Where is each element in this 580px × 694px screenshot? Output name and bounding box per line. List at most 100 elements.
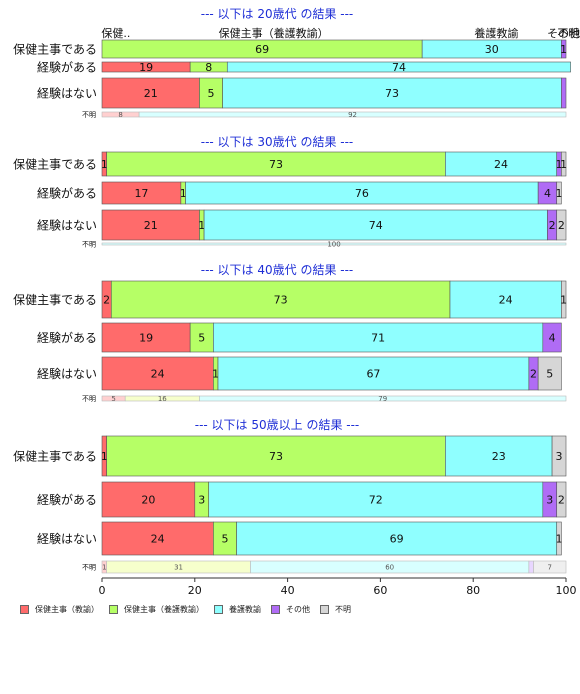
bar-segment (528, 560, 534, 574)
bar-segment (106, 151, 446, 177)
data-label: 60 (385, 564, 394, 572)
data-label: 2 (549, 219, 556, 232)
data-label: 2 (558, 493, 565, 506)
bar-segment (556, 181, 562, 205)
header-label: 保健主事（養護教諭） (219, 26, 329, 40)
data-label: 16 (158, 395, 167, 403)
data-label: 1 (180, 187, 187, 200)
bar-segment (445, 435, 553, 477)
data-label: 1 (101, 450, 108, 463)
data-label: 72 (369, 493, 383, 506)
row-label: 保健主事である (13, 43, 97, 57)
legend-label: 保健主事（教諭） (35, 604, 99, 614)
data-label: 73 (269, 158, 283, 171)
legend-label: 保健主事（養護教諭） (124, 604, 204, 614)
data-label: 1 (101, 158, 108, 171)
row-label: 経験はない (37, 218, 97, 233)
data-label: 1 (556, 158, 563, 171)
data-label: 71 (371, 331, 385, 344)
x-tick-label: 0 (99, 584, 106, 597)
x-tick-label: 20 (188, 584, 202, 597)
bar-segment (106, 435, 446, 477)
data-label: 8 (205, 61, 212, 74)
data-label: 1 (102, 564, 106, 572)
row-label: 経験がある (37, 492, 97, 507)
row-label: 保健主事である (13, 450, 97, 464)
data-label: 20 (141, 493, 155, 506)
data-label: 3 (556, 450, 563, 463)
bar-segment (561, 39, 567, 59)
bar-segment (199, 395, 567, 402)
bar-segment (203, 209, 548, 241)
row-label: 経験はない (37, 86, 97, 101)
data-label: 24 (151, 532, 165, 545)
data-label: 7 (548, 564, 552, 572)
data-label: 69 (255, 43, 269, 56)
data-label: 92 (348, 111, 357, 119)
x-tick-label: 100 (556, 584, 577, 597)
data-label: 73 (269, 450, 283, 463)
data-label: 8 (118, 111, 122, 119)
legend-swatch (214, 604, 223, 614)
bar-segment (542, 322, 562, 353)
data-label: 79 (378, 395, 387, 403)
data-label: 67 (366, 367, 380, 380)
row-label: 保健主事である (13, 158, 97, 172)
legend: 保健主事（教諭） 保健主事（養護教諭） 養護教諭 その他 不明 (20, 602, 351, 616)
bar-segment (537, 356, 562, 391)
data-label: 4 (549, 331, 556, 344)
row-label: 経験はない (37, 531, 97, 546)
row-label: 経験がある (37, 186, 97, 201)
data-label: 69 (390, 532, 404, 545)
bar-segment (533, 560, 567, 574)
row-label: 保健主事である (13, 293, 97, 307)
row-label: 経験がある (37, 60, 97, 75)
data-label: 2 (558, 219, 565, 232)
panel-title: --- 以下は 50歳以上 の結果 --- (195, 418, 360, 432)
row-label: 経験がある (37, 330, 97, 345)
legend-swatch (109, 604, 118, 614)
legend-item: 保健主事（養護教諭） (109, 604, 204, 615)
data-label: 100 (327, 241, 340, 249)
data-label: 3 (198, 493, 205, 506)
legend-swatch (20, 604, 29, 614)
data-label: 23 (492, 450, 506, 463)
x-tick-label: 80 (466, 584, 480, 597)
bar-segment (561, 280, 567, 319)
bar-segment (101, 481, 196, 518)
panel-title: --- 以下は 30歳代 の結果 --- (201, 135, 354, 149)
data-label: 74 (392, 61, 406, 74)
bar-segment (556, 209, 567, 241)
data-label: 1 (198, 219, 205, 232)
data-label: 24 (499, 293, 513, 306)
data-label: 30 (485, 43, 499, 56)
unknown-row-label: 不明 (82, 241, 96, 249)
unknown-row-label: 不明 (82, 395, 96, 403)
bar-segment (222, 77, 562, 109)
data-label: 19 (139, 331, 153, 344)
header-label: その他 (547, 27, 580, 40)
data-label: 2 (103, 293, 110, 306)
data-label: 21 (144, 87, 158, 100)
data-label: 1 (560, 293, 567, 306)
legend-item: その他 (271, 604, 310, 615)
bar-segment (445, 151, 558, 177)
bar-segment (449, 280, 562, 319)
panel-title: --- 以下は 40歳代 の結果 --- (201, 263, 354, 277)
data-label: 1 (560, 158, 567, 171)
data-label: 5 (546, 367, 553, 380)
bar-segment (556, 521, 562, 556)
data-label: 1 (556, 532, 563, 545)
row-label: 経験はない (37, 366, 97, 381)
bar-segment (101, 77, 200, 109)
data-label: 21 (144, 219, 158, 232)
data-label: 1 (560, 43, 567, 56)
legend-item: 養護教諭 (214, 604, 261, 615)
bar-segment (101, 521, 214, 556)
data-label: 73 (274, 293, 288, 306)
legend-swatch (320, 604, 329, 614)
x-tick-label: 40 (281, 584, 295, 597)
data-label: 76 (355, 187, 369, 200)
legend-label: その他 (286, 604, 310, 614)
